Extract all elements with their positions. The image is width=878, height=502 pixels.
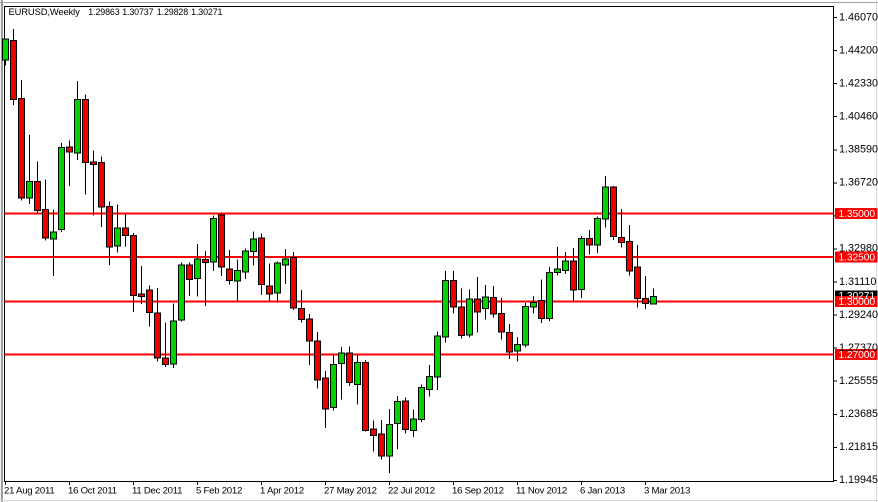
svg-text:1.30271: 1.30271: [191, 7, 222, 17]
svg-text:1 Apr 2012: 1 Apr 2012: [260, 486, 304, 497]
svg-text:11 Dec 2011: 11 Dec 2011: [132, 486, 182, 497]
svg-text:27 May 2012: 27 May 2012: [324, 486, 377, 497]
svg-text:1.40460: 1.40460: [839, 111, 878, 123]
svg-text:1.31110: 1.31110: [839, 276, 876, 288]
svg-text:1.35000: 1.35000: [839, 209, 876, 220]
svg-text:1.46070: 1.46070: [839, 11, 878, 23]
svg-text:21 Aug 2011: 21 Aug 2011: [4, 486, 54, 497]
svg-text:1.21815: 1.21815: [839, 441, 878, 453]
svg-text:1.27000: 1.27000: [839, 350, 876, 361]
svg-text:EURUSD,Weekly: EURUSD,Weekly: [9, 6, 81, 17]
svg-text:1.38590: 1.38590: [839, 144, 878, 156]
svg-text:1.30737: 1.30737: [122, 7, 153, 17]
svg-text:1.44200: 1.44200: [839, 44, 878, 56]
svg-text:1.36720: 1.36720: [839, 177, 878, 189]
svg-text:1.23685: 1.23685: [839, 408, 878, 420]
svg-text:5 Feb 2012: 5 Feb 2012: [196, 486, 242, 497]
svg-text:1.29828: 1.29828: [157, 7, 188, 17]
svg-text:1.29240: 1.29240: [839, 309, 878, 321]
svg-text:16 Oct 2011: 16 Oct 2011: [68, 486, 117, 497]
svg-text:1.32980: 1.32980: [839, 243, 878, 255]
svg-text:11 Nov 2012: 11 Nov 2012: [516, 486, 567, 497]
svg-text:22 Jul 2012: 22 Jul 2012: [388, 486, 435, 497]
svg-text:6 Jan 2013: 6 Jan 2013: [580, 486, 625, 497]
svg-text:1.27370: 1.27370: [839, 342, 878, 354]
svg-text:1.29863: 1.29863: [88, 7, 119, 17]
svg-text:1.32500: 1.32500: [839, 253, 876, 264]
svg-text:16 Sep 2012: 16 Sep 2012: [452, 486, 504, 497]
svg-text:1.42330: 1.42330: [839, 77, 878, 89]
svg-text:1.30271: 1.30271: [839, 291, 876, 302]
svg-text:1.30000: 1.30000: [839, 297, 876, 308]
svg-text:3 Mar 2013: 3 Mar 2013: [644, 486, 690, 497]
svg-text:1.19945: 1.19945: [839, 474, 878, 486]
svg-text:1.25555: 1.25555: [839, 375, 878, 387]
